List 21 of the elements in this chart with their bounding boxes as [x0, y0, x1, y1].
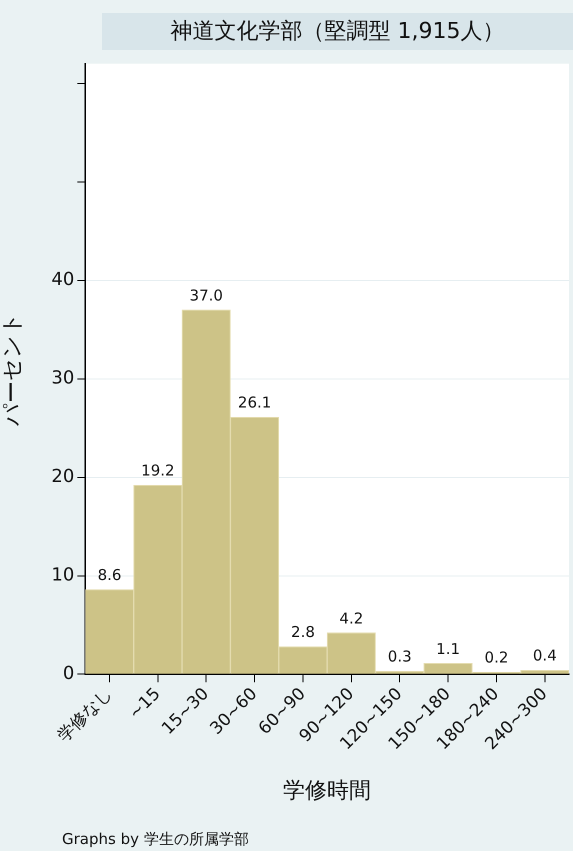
data-label: 19.2 [141, 462, 175, 480]
data-label: 1.1 [436, 640, 460, 658]
data-label: 2.8 [291, 623, 315, 642]
data-label: 0.2 [484, 648, 508, 667]
y-tick-label: 0 [62, 662, 74, 684]
x-axis-title: 学修時間 [283, 778, 372, 804]
y-tick-label: 20 [51, 466, 74, 487]
x-tick-label: ~15 [125, 684, 165, 724]
data-label: 26.1 [238, 394, 272, 412]
data-label: 8.6 [98, 566, 122, 584]
text: Graphs by 学生の所属学部 [62, 830, 249, 849]
x-tick-label: 学修なし [54, 684, 116, 746]
data-label: 37.0 [190, 286, 223, 304]
y-tick-label: 30 [51, 368, 74, 389]
y-axis-title: パーセント [0, 312, 25, 428]
y-tick-label: 10 [51, 564, 74, 586]
data-label: 0.3 [388, 648, 412, 666]
data-label: 0.4 [532, 646, 557, 665]
data-label: 4.2 [339, 609, 364, 628]
chart-title: 神道文化学部（堅調型 1,915人） [102, 13, 573, 50]
y-tick-label: 40 [51, 269, 74, 290]
